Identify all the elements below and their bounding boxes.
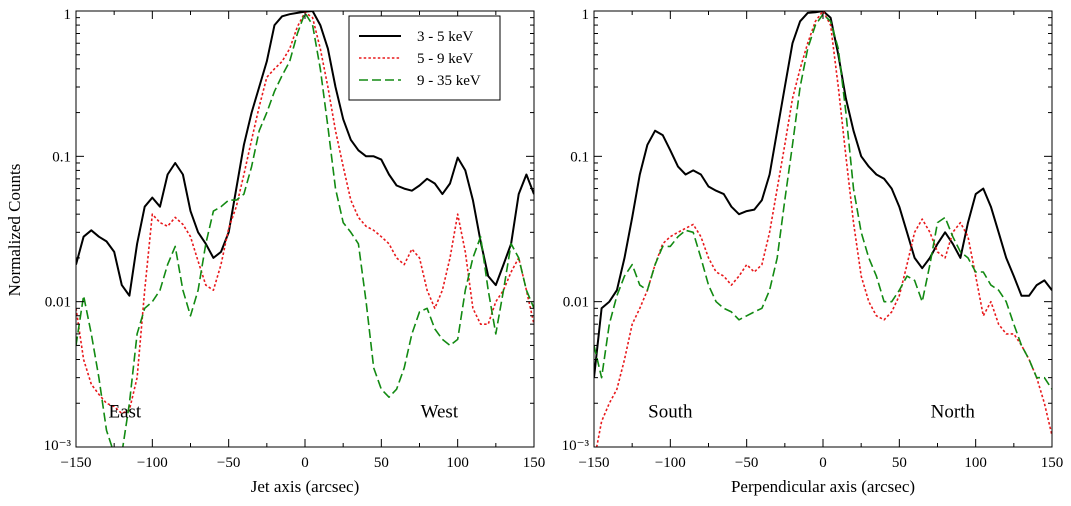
x-tick-label: 150: [523, 455, 546, 471]
annotation-west: West: [421, 401, 459, 422]
x-axis-label: Perpendicular axis (arcsec): [731, 477, 915, 496]
x-tick-label: 0: [301, 455, 309, 471]
x-tick-label: 0: [819, 455, 827, 471]
x-tick-label: 150: [1041, 455, 1064, 471]
annotation-north: North: [931, 401, 976, 422]
annotation-east: East: [108, 401, 141, 422]
series-line-3-to-5kev: [594, 11, 1052, 378]
y-tick-label: 1: [64, 7, 72, 23]
y-tick-label: 0.1: [52, 149, 71, 165]
x-axis-label: Jet axis (arcsec): [251, 477, 360, 496]
x-tick-label: 100: [964, 455, 987, 471]
y-tick-label: 1: [582, 7, 590, 23]
series-line-9-to-35kev: [76, 12, 534, 447]
y-axis-label: Normalized Counts: [5, 164, 24, 297]
chart-panel-left: −150 −100 −50 0 50 100 150 10⁻³ 0.01 0.1 1 Jet axis…: [44, 7, 546, 496]
plot-frame: [593, 10, 1053, 448]
y-tick-label: 0.01: [45, 295, 71, 311]
x-tick-label: −50: [217, 455, 240, 471]
annotation-south: South: [648, 401, 693, 422]
legend-label: 3 - 5 keV: [417, 29, 473, 45]
y-tick-label: 0.01: [563, 295, 589, 311]
legend-label: 5 - 9 keV: [417, 51, 473, 67]
chart-panel-right: −150 −100 −50 0 50 100 150 10⁻³ 0.01 0.1 1 Perpendi…: [562, 7, 1064, 496]
x-tick-label: −100: [655, 455, 686, 471]
x-tick-label: 100: [446, 455, 469, 471]
series-line-9-to-35kev: [594, 13, 1052, 390]
series-line-5-to-9kev: [595, 11, 1052, 447]
x-tick-label: −150: [579, 455, 610, 471]
y-tick-label: 10⁻³: [44, 438, 72, 454]
x-tick-label: −150: [61, 455, 92, 471]
x-tick-label: −50: [735, 455, 758, 471]
y-tick-label: 0.1: [570, 149, 589, 165]
legend: 3 - 5 keV 5 - 9 keV 9 - 35 keV: [348, 15, 501, 101]
x-tick-label: −100: [137, 455, 168, 471]
legend-label: 9 - 35 keV: [417, 73, 481, 89]
y-tick-label: 10⁻³: [562, 438, 590, 454]
x-tick-label: 50: [374, 455, 389, 471]
x-tick-label: 50: [892, 455, 907, 471]
